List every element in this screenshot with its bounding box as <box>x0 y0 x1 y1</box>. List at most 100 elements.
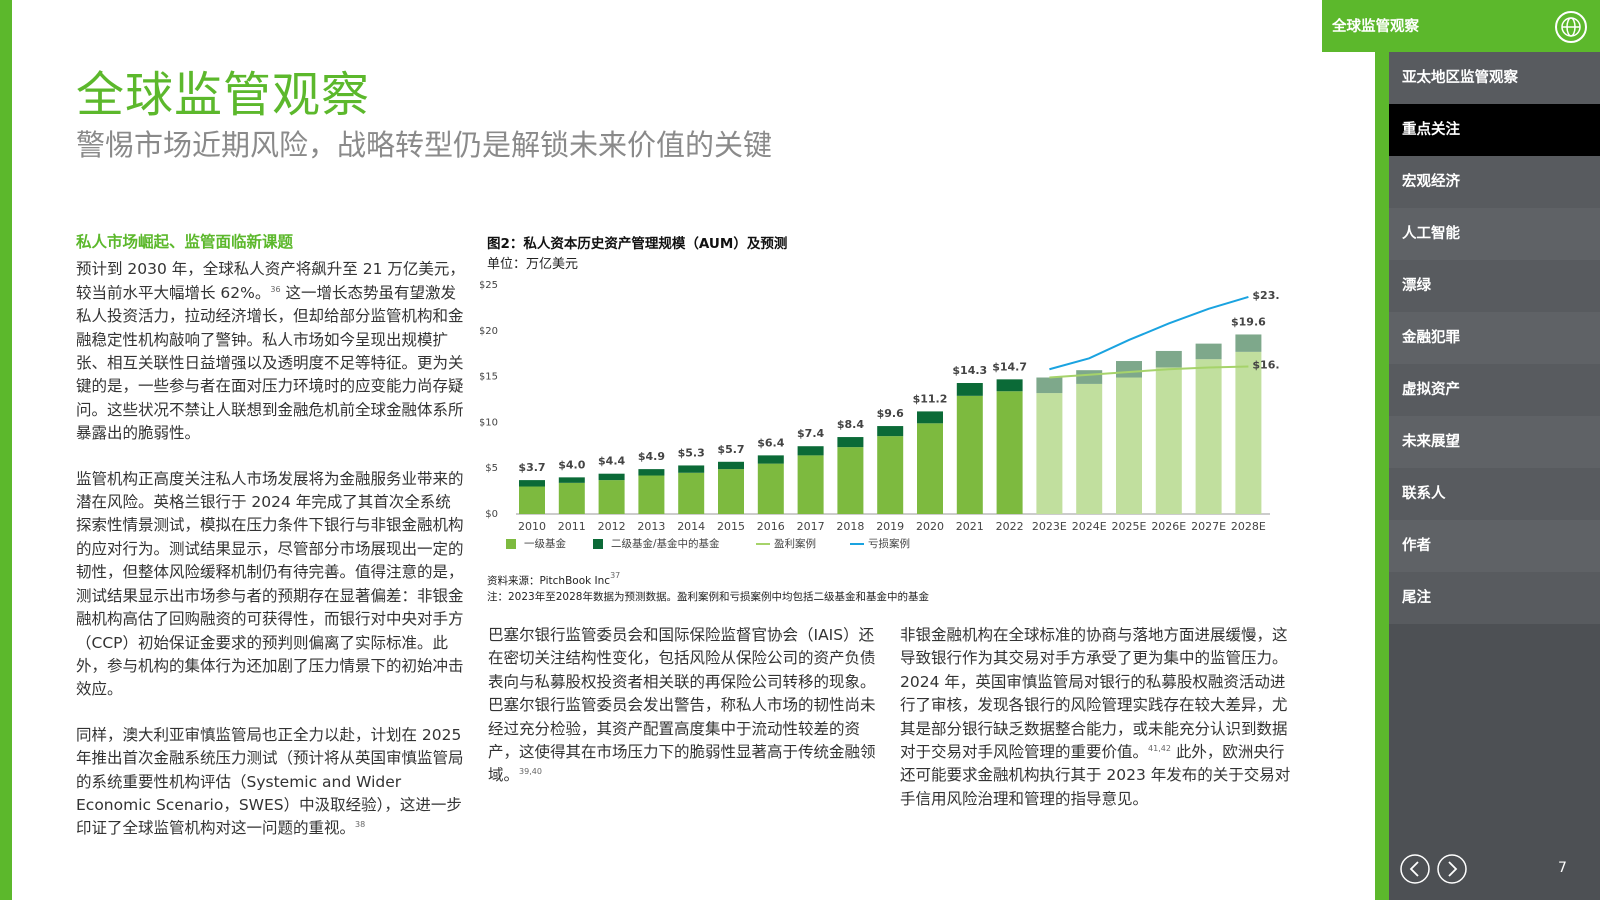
bar-segment <box>1076 383 1103 514</box>
legend-swatch <box>593 539 603 549</box>
next-button[interactable] <box>1437 854 1467 884</box>
chart: $0 $5 $10 $15 $20 $25 2010 2011 2012 2013 2014 2015… <box>480 280 1280 550</box>
legend-label: 亏损案例 <box>868 537 910 550</box>
bar-segment <box>877 436 904 514</box>
x-tick-label: 2018 <box>836 520 864 533</box>
bar-segment <box>1195 343 1222 360</box>
left-accent-bar <box>0 0 12 900</box>
y-tick-label: $25 <box>480 280 498 291</box>
nav-item[interactable]: 虚拟资产 <box>1389 364 1600 416</box>
y-tick-label: $0 <box>485 509 498 520</box>
text-run: 同样，澳大利亚审慎监管局也正全力以赴，计划在 2025 年推出首次金融系统压力测… <box>76 725 464 838</box>
bar-segment <box>1076 370 1103 384</box>
nav-item-active[interactable]: 重点关注 <box>1389 104 1600 156</box>
total-label: $7.4 <box>797 427 824 440</box>
bar-segment <box>956 383 983 396</box>
nav-item[interactable]: 尾注 <box>1389 572 1600 624</box>
page-subtitle: 警惕市场近期风险，战略转型仍是解锁未来价值的关键 <box>76 128 773 162</box>
nav-item[interactable]: 漂绿 <box>1389 260 1600 312</box>
total-label: $5.3 <box>678 446 705 459</box>
text-run: 预计到 2030 年，全球私人资产将飙升至 21 万亿美元，较当前水平大幅增长 … <box>76 260 465 302</box>
legend-label: 一级基金 <box>524 537 566 550</box>
sidebar-header[interactable]: 全球监管观察 <box>1322 0 1600 52</box>
bar-segment <box>797 455 824 514</box>
x-tick-label: 2022 <box>996 520 1024 533</box>
total-label: $9.6 <box>877 407 904 420</box>
x-tick-label: 2020 <box>916 520 944 533</box>
nav-item[interactable]: 金融犯罪 <box>1389 312 1600 364</box>
y-tick-label: $20 <box>480 326 498 337</box>
nav-item[interactable]: 人工智能 <box>1389 208 1600 260</box>
footnote-ref: 39,40 <box>519 767 542 777</box>
bar-segment <box>1235 334 1262 352</box>
bar-segment <box>837 437 864 448</box>
x-tick-label: 2024E <box>1072 520 1107 533</box>
nav-item[interactable]: 联系人 <box>1389 468 1600 520</box>
text-run: 这一增长态势虽有望激发私人投资活力，拉动经济增长，但却给部分监管机构和金融稳定性… <box>76 283 464 443</box>
bar-segment <box>718 461 744 470</box>
bar-segment <box>1036 377 1063 394</box>
total-label: $4.0 <box>558 458 585 471</box>
bar-segment <box>757 455 784 464</box>
page-nav <box>1400 854 1467 884</box>
nav-item[interactable]: 亚太地区监管观察 <box>1389 52 1600 104</box>
bar-segment <box>917 411 943 424</box>
total-label: $14.3 <box>952 364 987 377</box>
x-tick-label: 2010 <box>518 520 546 533</box>
bar-segment <box>1116 377 1142 514</box>
chart-title: 图2：私人资本历史资产管理规模（AUM）及预测 <box>487 236 788 252</box>
x-tick-label: 2014 <box>677 520 705 533</box>
line <box>1049 365 1249 379</box>
y-tick-label: $10 <box>480 417 498 428</box>
y-tick-label: $5 <box>485 463 498 474</box>
bar-segment <box>1235 351 1262 514</box>
line-label: $23.7 <box>1252 289 1280 302</box>
nav-item[interactable]: 未来展望 <box>1389 416 1600 468</box>
line-label: $16.1 <box>1252 359 1280 372</box>
total-label: $19.6 <box>1231 315 1266 328</box>
text-run: 非银金融机构在全球标准的协商与落地方面进展缓慢，这导致银行作为其交易对手方承受了… <box>900 626 1288 762</box>
bar-segment <box>996 391 1023 514</box>
chart-note: 注：2023年至2028年数据为预测数据。盈利案例和亏损案例中均包括二级基金和基… <box>487 591 929 603</box>
bar-segment <box>757 463 784 514</box>
nav-item[interactable]: 作者 <box>1389 520 1600 572</box>
nav-item[interactable]: 宏观经济 <box>1389 156 1600 208</box>
bar-segment <box>638 475 665 514</box>
bar-segment <box>1155 350 1182 368</box>
total-label: $6.4 <box>757 436 784 449</box>
bar-segment <box>519 486 545 514</box>
x-tick-label: 2019 <box>876 520 904 533</box>
total-label: $5.7 <box>717 443 744 456</box>
left-column: 私人市场崛起、监管面临新课题 预计到 2030 年，全球私人资产将飙升至 21 … <box>76 231 466 863</box>
total-label: $4.9 <box>638 450 665 463</box>
x-tick-label: 2017 <box>797 520 825 533</box>
line <box>1049 295 1249 371</box>
x-tick-label: 2013 <box>637 520 665 533</box>
bar-segment <box>678 465 705 473</box>
bar-segment <box>1116 361 1142 378</box>
bar-segment <box>956 395 983 514</box>
x-tick-label: 2021 <box>956 520 984 533</box>
middle-column: 巴塞尔银行监管委员会和国际保险监督官协会（IAIS）还在密切关注结构性变化，包括… <box>488 624 878 810</box>
footnote-ref: 41,42 <box>1148 744 1171 754</box>
bar-segment <box>519 480 545 487</box>
chart-source: 资料来源：PitchBook Inc37 <box>487 571 621 588</box>
prev-button[interactable] <box>1400 854 1430 884</box>
x-tick-label: 2028E <box>1231 520 1266 533</box>
footnote-ref: 37 <box>610 571 621 580</box>
legend-swatch <box>506 539 516 549</box>
footnote-ref: 36 <box>270 284 281 294</box>
total-label: $8.4 <box>837 418 864 431</box>
legend-label: 盈利案例 <box>774 537 816 550</box>
bar-segment <box>718 469 744 514</box>
x-tick-label: 2016 <box>757 520 785 533</box>
bar-segment <box>797 446 824 456</box>
paragraph: 同样，澳大利亚审慎监管局也正全力以赴，计划在 2025 年推出首次金融系统压力测… <box>76 724 466 841</box>
text-run: 巴塞尔银行监管委员会和国际保险监督官协会（IAIS）还在密切关注结构性变化，包括… <box>488 626 876 785</box>
text-run: 监管机构正高度关注私人市场发展将为金融服务业带来的潜在风险。英格兰银行于 202… <box>76 469 464 699</box>
x-tick-label: 2026E <box>1151 520 1186 533</box>
total-label: $11.2 <box>913 392 948 405</box>
bar-segment <box>837 447 864 514</box>
bar-segment <box>638 469 665 476</box>
